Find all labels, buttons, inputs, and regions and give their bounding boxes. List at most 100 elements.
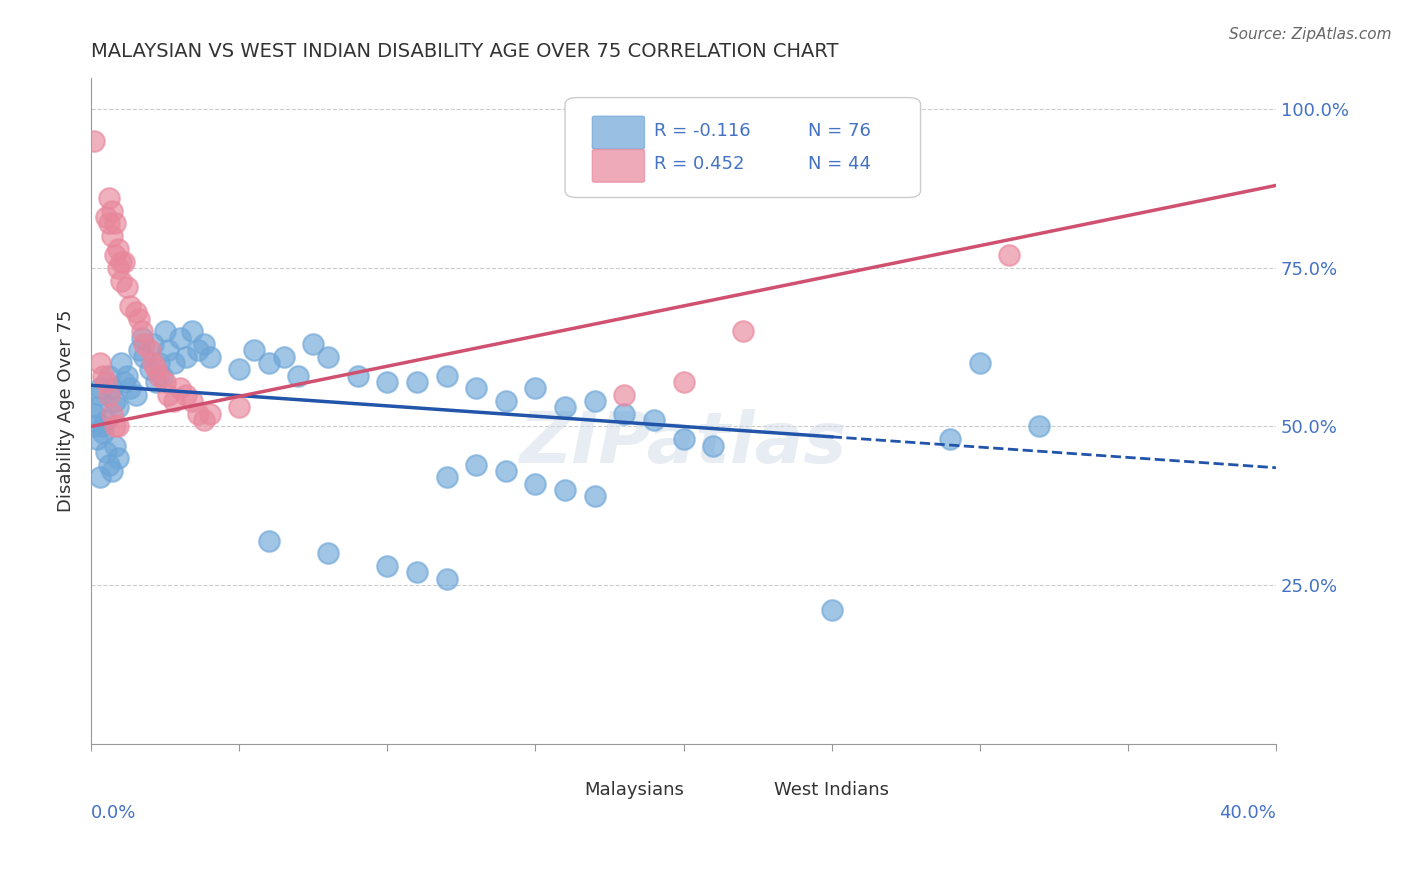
Point [101,203,124,218]
Text: 40.0%: 40.0% [1219,804,1277,822]
Point [346,368,368,383]
Point [495,394,517,409]
Point [702,438,724,452]
Point [157,343,180,358]
Point [180,394,202,409]
Point [104,394,127,409]
Point [107,401,129,415]
Point [643,413,665,427]
Point [97,191,120,205]
Point [139,343,162,358]
Point [91,425,114,440]
FancyBboxPatch shape [592,150,644,182]
Point [118,299,141,313]
Point [97,217,120,231]
Point [86,401,108,415]
Point [672,432,695,446]
Point [110,274,132,288]
Point [110,356,132,370]
Point [377,375,399,389]
Point [273,350,295,364]
Point [104,217,127,231]
Point [731,324,754,338]
Point [316,350,339,364]
Point [169,331,191,345]
Point [101,381,124,395]
Point [110,254,132,268]
Point [148,356,170,370]
Point [243,343,266,358]
Point [316,546,339,560]
Text: N = 76: N = 76 [808,122,870,140]
Point [91,419,114,434]
Point [524,381,547,395]
Point [998,248,1021,262]
Point [145,362,167,376]
Point [83,407,105,421]
Y-axis label: Disability Age Over 75: Disability Age Over 75 [58,310,75,512]
Point [94,445,117,459]
Text: Malaysians: Malaysians [583,781,683,799]
FancyBboxPatch shape [546,779,579,802]
Point [153,375,176,389]
Point [1028,419,1050,434]
Point [554,483,576,497]
Point [142,356,165,370]
Text: ZIPatlas: ZIPatlas [520,409,848,478]
Point [124,388,146,402]
Point [148,368,170,383]
Point [150,368,173,383]
Point [94,375,117,389]
Point [131,331,153,345]
Point [101,464,124,478]
Point [131,324,153,338]
Point [257,533,280,548]
Point [128,343,150,358]
FancyBboxPatch shape [592,116,644,149]
Point [86,432,108,446]
Point [134,350,156,364]
Point [436,572,458,586]
Point [107,242,129,256]
Point [89,356,111,370]
Point [157,388,180,402]
Point [107,451,129,466]
Point [465,381,488,395]
Point [97,388,120,402]
Point [107,260,129,275]
Point [153,324,176,338]
Text: Source: ZipAtlas.com: Source: ZipAtlas.com [1229,27,1392,42]
Text: R = 0.452: R = 0.452 [654,155,744,173]
Point [163,394,186,409]
Point [115,368,138,383]
Point [969,356,991,370]
Point [554,401,576,415]
Point [465,458,488,472]
Point [187,407,209,421]
Point [302,337,325,351]
Point [187,343,209,358]
Point [83,419,105,434]
Point [101,229,124,244]
Point [94,413,117,427]
Point [583,489,606,503]
Point [83,134,105,148]
Point [821,603,844,617]
Point [524,476,547,491]
FancyBboxPatch shape [734,779,769,802]
Point [583,394,606,409]
Point [672,375,695,389]
Point [128,311,150,326]
Point [107,419,129,434]
Point [174,350,197,364]
Point [193,413,215,427]
Point [228,401,250,415]
Point [406,375,429,389]
Point [174,388,197,402]
Point [613,407,636,421]
Point [89,388,111,402]
Point [89,470,111,484]
Point [112,254,135,268]
Point [134,337,156,351]
Point [163,356,186,370]
